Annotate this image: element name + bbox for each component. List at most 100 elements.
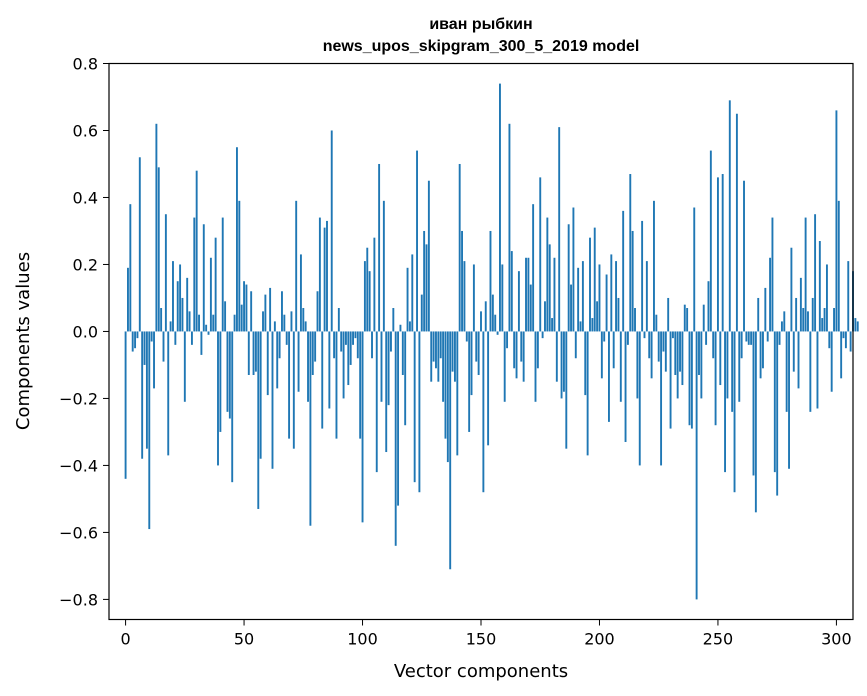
bar (731, 331, 734, 412)
bar (399, 324, 402, 332)
bar (489, 230, 492, 332)
bar (245, 284, 248, 332)
bar (153, 331, 155, 389)
bar (586, 331, 589, 456)
bar (160, 308, 163, 332)
bar (337, 308, 340, 332)
bar (352, 331, 354, 345)
bar (833, 308, 835, 332)
x-axis-label: Vector components (394, 661, 568, 682)
bar (669, 331, 672, 429)
bar (401, 331, 404, 375)
bar (643, 331, 646, 339)
bar (844, 331, 847, 349)
bar (660, 331, 663, 466)
bar (150, 331, 153, 342)
bar (292, 331, 295, 449)
bar (257, 331, 260, 509)
bar (136, 331, 139, 339)
bar (394, 331, 397, 546)
bar (818, 241, 821, 332)
bar (418, 331, 421, 493)
bar (326, 220, 328, 332)
bar (281, 291, 283, 332)
bar (560, 331, 563, 399)
bar (295, 200, 298, 332)
bar (238, 200, 241, 332)
bar (195, 170, 198, 332)
bar (799, 277, 802, 332)
bar (712, 331, 715, 359)
bar (259, 331, 262, 459)
bar (470, 331, 473, 396)
bar (802, 308, 805, 332)
bar (856, 321, 859, 332)
bar (503, 331, 506, 402)
bar (683, 304, 686, 332)
bar (188, 311, 191, 332)
bar (792, 331, 795, 372)
bar (681, 331, 684, 386)
bar (539, 177, 542, 332)
bar (690, 331, 693, 429)
bar (387, 331, 390, 406)
bar (650, 331, 653, 379)
bar (278, 331, 281, 359)
bar (375, 331, 378, 473)
bar (432, 331, 435, 362)
bar (555, 331, 558, 382)
bar (816, 331, 819, 409)
bar (250, 291, 253, 332)
bar (695, 331, 698, 600)
bar (553, 257, 556, 332)
bar (226, 331, 229, 412)
y-tick-label: −0.4 (59, 456, 98, 475)
bar (262, 311, 264, 332)
bar (664, 331, 667, 372)
y-tick-label: 0.0 (73, 322, 98, 341)
bar (390, 331, 392, 352)
bar (638, 331, 641, 466)
bar (307, 331, 309, 402)
bar (427, 180, 430, 332)
bar (726, 331, 729, 399)
bar (378, 163, 381, 332)
bar (366, 247, 369, 332)
bar (475, 331, 478, 362)
bar (783, 311, 786, 332)
y-tick-label: −0.8 (59, 590, 98, 609)
bar (288, 331, 291, 439)
bar (835, 110, 838, 332)
bar (693, 207, 696, 332)
bar (333, 331, 336, 359)
bar (453, 331, 456, 382)
bar (610, 254, 613, 332)
bar (499, 83, 501, 332)
bar (411, 254, 414, 332)
bar (529, 284, 532, 332)
bar (472, 264, 475, 332)
x-tick-label: 250 (703, 630, 734, 649)
bar (624, 331, 627, 442)
bar (596, 301, 599, 332)
bar (200, 331, 203, 355)
bar (254, 331, 257, 372)
bar (600, 331, 603, 379)
bar (484, 301, 487, 332)
bar (626, 331, 629, 345)
bar (252, 331, 255, 375)
bar (496, 331, 499, 335)
bar (169, 321, 172, 332)
bar (316, 291, 319, 332)
bar (397, 331, 400, 506)
bar (477, 331, 480, 375)
bar (435, 331, 437, 369)
bar (198, 314, 200, 332)
bar (721, 174, 724, 332)
bar (508, 123, 511, 332)
bar (174, 331, 177, 345)
bar (655, 314, 658, 332)
bar (380, 331, 383, 402)
bar (641, 220, 644, 332)
bar (541, 331, 544, 339)
